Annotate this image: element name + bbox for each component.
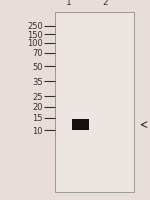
Text: 50: 50 [32,63,43,71]
Bar [55,13,134,192]
Text: 35: 35 [32,77,43,86]
Text: 10: 10 [32,126,43,135]
Text: 100: 100 [27,39,43,48]
Text: 250: 250 [27,22,43,31]
Text: 150: 150 [27,31,43,39]
Text: 70: 70 [32,49,43,58]
Text: 1: 1 [66,0,72,7]
Text: 15: 15 [32,114,43,122]
Bar [72,120,89,130]
Text: 2: 2 [102,0,108,7]
Text: 20: 20 [32,103,43,112]
Text: 25: 25 [32,93,43,101]
